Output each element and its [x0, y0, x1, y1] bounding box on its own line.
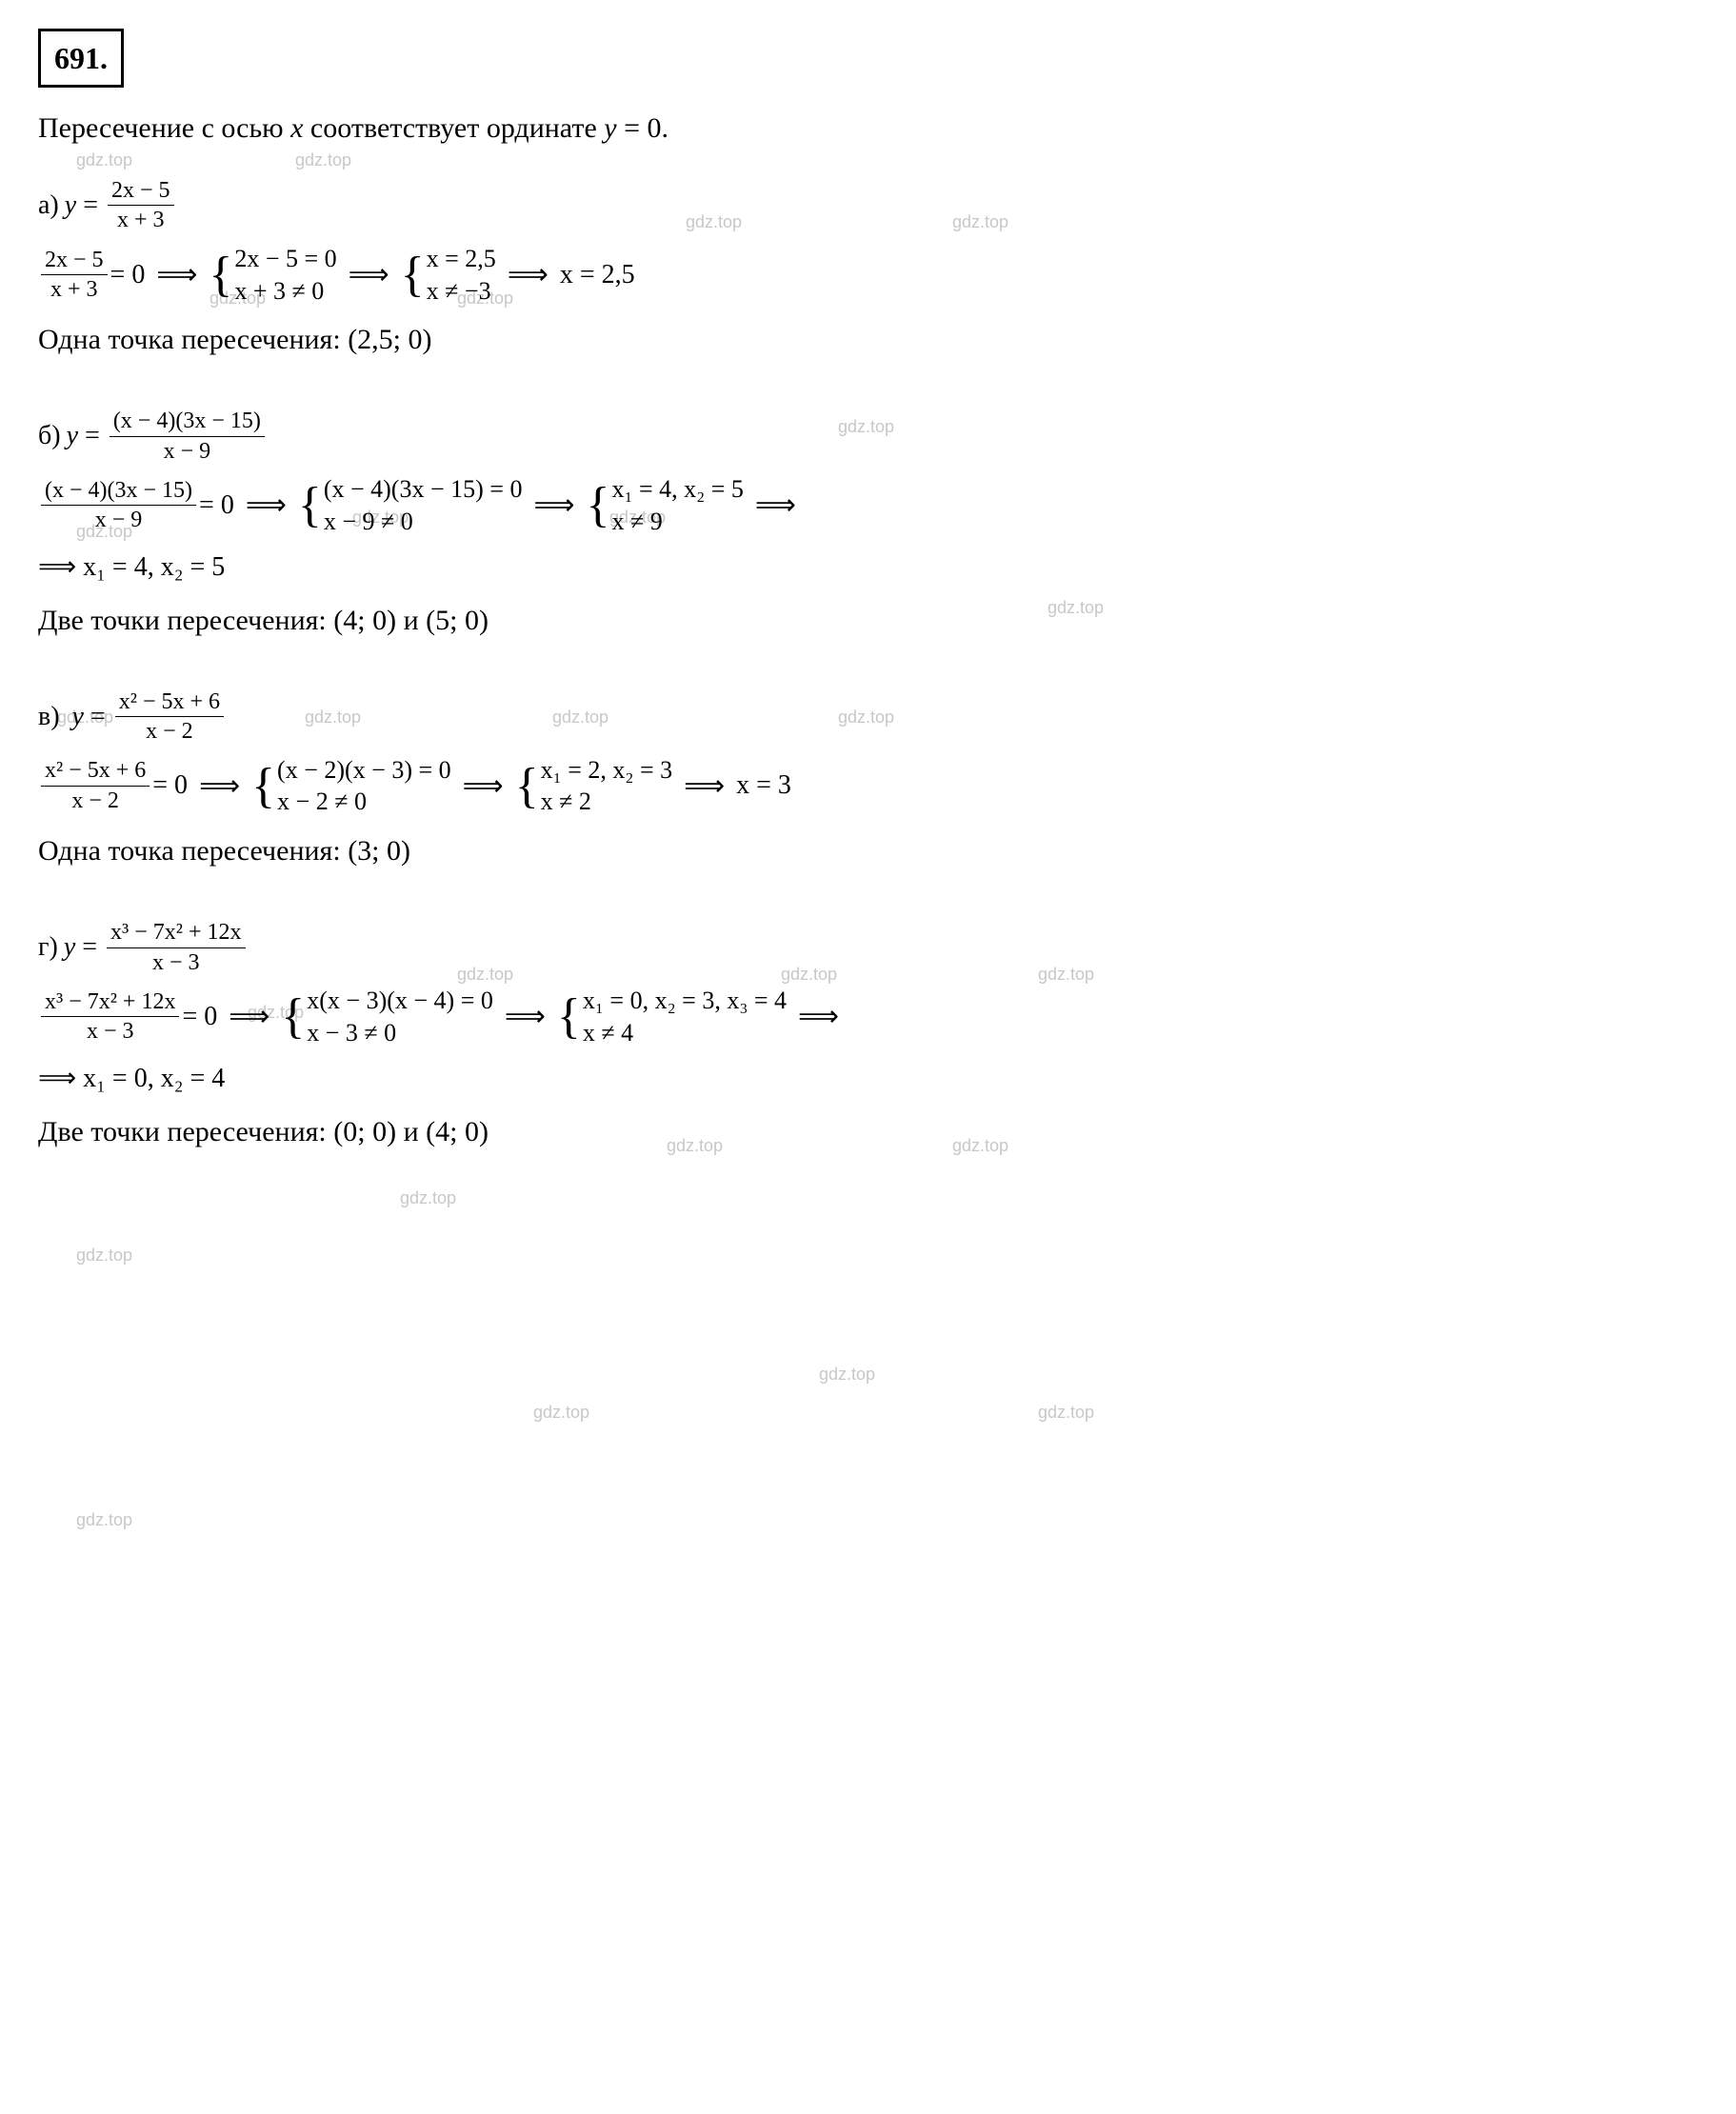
watermark-text: gdz.top — [819, 1362, 875, 1387]
frac-den: x + 3 — [41, 275, 108, 302]
part-b-func-frac: (x − 4)(3x − 15) x − 9 — [110, 409, 265, 464]
arrow-icon: ⟹ — [505, 995, 546, 1038]
frac-den: x − 9 — [41, 506, 196, 532]
brace-icon: { — [251, 767, 275, 807]
watermark-text: gdz.top — [1038, 1400, 1094, 1426]
part-c-answer: Одна точка пересечения: (3; 0) — [38, 829, 1698, 872]
part-b-label: б) — [38, 416, 61, 456]
eq-zero: = 0 — [152, 766, 188, 806]
part-d-result: ⟹ x₁ = 0, x₂ = 4 — [38, 1059, 1698, 1099]
watermark-text: gdz.top — [533, 1400, 589, 1426]
system-1: { (x − 4)(3x − 15) = 0 x − 9 ≠ 0 — [298, 473, 523, 538]
arrow-icon: ⟹ — [508, 253, 549, 296]
arrow-icon: ⟹ — [684, 765, 725, 808]
frac-num: (x − 4)(3x − 15) — [110, 409, 265, 436]
part-c-label: в) — [38, 697, 60, 737]
part-a-func-lhs: y — [65, 186, 76, 226]
arrow-icon: ⟹ — [156, 253, 197, 296]
frac-num: (x − 4)(3x − 15) — [41, 478, 196, 506]
part-c-result: x = 3 — [736, 766, 791, 806]
system-2: { x₁ = 2, x₂ = 3 x ≠ 2 — [515, 754, 672, 819]
part-a-eq-frac: 2x − 5 x + 3 — [41, 248, 108, 303]
part-d: г) y = x³ − 7x² + 12x x − 3 x³ − 7x² + 1… — [38, 920, 1698, 1152]
frac-num: 2x − 5 — [41, 248, 108, 275]
frac-den: x − 2 — [41, 787, 150, 813]
sys-line: (x − 4)(3x − 15) = 0 — [324, 473, 523, 506]
part-c-eq-frac: x² − 5x + 6 x − 2 — [41, 758, 150, 813]
brace-icon: { — [298, 486, 322, 526]
frac-num: x² − 5x + 6 — [41, 758, 150, 786]
part-d-eq-frac: x³ − 7x² + 12x x − 3 — [41, 989, 179, 1045]
sys-line: x₁ = 0, x₂ = 3, x₃ = 4 — [583, 985, 787, 1017]
system-2: { x₁ = 4, x₂ = 5 x ≠ 9 — [586, 473, 743, 538]
frac-den: x − 2 — [115, 717, 224, 744]
system-2: { x₁ = 0, x₂ = 3, x₃ = 4 x ≠ 4 — [557, 985, 787, 1049]
frac-den: x − 3 — [41, 1017, 179, 1044]
sys-line: x = 2,5 — [427, 243, 496, 275]
part-d-answer: Две точки пересечения: (0; 0) и (4; 0) — [38, 1110, 1698, 1153]
arrow-icon: ⟹ — [798, 995, 839, 1038]
brace-icon: { — [401, 255, 425, 295]
system-1: { x(x − 3)(x − 4) = 0 x − 3 ≠ 0 — [281, 985, 493, 1049]
sys-line: x − 9 ≠ 0 — [324, 506, 523, 538]
part-a-answer: Одна точка пересечения: (2,5; 0) — [38, 318, 1698, 361]
part-d-func-frac: x³ − 7x² + 12x x − 3 — [107, 920, 245, 975]
system-1: { 2x − 5 = 0 x + 3 ≠ 0 — [209, 243, 336, 308]
sys-line: x ≠ 4 — [583, 1017, 787, 1049]
brace-icon: { — [515, 767, 539, 807]
part-b-answer: Две точки пересечения: (4; 0) и (5; 0) — [38, 599, 1698, 642]
part-b: б) y = (x − 4)(3x − 15) x − 9 (x − 4)(3x… — [38, 409, 1698, 641]
part-b-eq-frac: (x − 4)(3x − 15) x − 9 — [41, 478, 196, 533]
frac-den: x + 3 — [108, 206, 174, 232]
sys-line: x ≠ 9 — [611, 506, 743, 538]
eq-zero: = 0 — [199, 486, 234, 526]
brace-icon: { — [281, 997, 305, 1037]
problem-number: 691. — [38, 29, 124, 88]
arrow-icon: ⟹ — [463, 765, 504, 808]
arrow-icon: ⟹ — [349, 253, 389, 296]
eq-zero: = 0 — [182, 997, 217, 1037]
watermark-text: gdz.top — [76, 1507, 132, 1533]
brace-icon: { — [557, 997, 581, 1037]
arrow-icon: ⟹ — [755, 484, 796, 527]
arrow-icon: ⟹ — [246, 484, 287, 527]
brace-icon: { — [209, 255, 232, 295]
sys-line: x₁ = 2, x₂ = 3 — [541, 754, 672, 787]
frac-den: x − 9 — [110, 437, 265, 464]
brace-icon: { — [586, 486, 609, 526]
sys-line: (x − 2)(x − 3) = 0 — [277, 754, 451, 787]
intro-text: Пересечение с осью x соответствует ордин… — [38, 107, 1698, 150]
arrow-icon: ⟹ — [199, 765, 240, 808]
sys-line: x ≠ 2 — [541, 786, 672, 818]
frac-den: x − 3 — [107, 948, 245, 975]
part-d-label: г) — [38, 927, 58, 967]
part-c-func-frac: x² − 5x + 6 x − 2 — [115, 689, 224, 745]
sys-line: x − 2 ≠ 0 — [277, 786, 451, 818]
frac-num: 2x − 5 — [108, 178, 174, 206]
frac-num: x³ − 7x² + 12x — [41, 989, 179, 1017]
eq-zero: = 0 — [110, 255, 146, 295]
part-a-func-frac: 2x − 5 x + 3 — [108, 178, 174, 233]
sys-line: x − 3 ≠ 0 — [307, 1017, 493, 1049]
sys-line: x₁ = 4, x₂ = 5 — [611, 473, 743, 506]
sys-line: x(x − 3)(x − 4) = 0 — [307, 985, 493, 1017]
system-1: { (x − 2)(x − 3) = 0 x − 2 ≠ 0 — [251, 754, 451, 819]
part-b-result: ⟹ x₁ = 4, x₂ = 5 — [38, 548, 1698, 588]
part-a-label: а) — [38, 186, 59, 226]
frac-num: x³ − 7x² + 12x — [107, 920, 245, 947]
system-2: { x = 2,5 x ≠ −3 — [401, 243, 496, 308]
frac-num: x² − 5x + 6 — [115, 689, 224, 717]
sys-line: x + 3 ≠ 0 — [234, 275, 336, 308]
part-a-result: x = 2,5 — [560, 255, 635, 295]
arrow-icon: ⟹ — [229, 995, 269, 1038]
watermark-text: gdz.top — [400, 1186, 456, 1211]
part-a: а) y = 2x − 5 x + 3 2x − 5 x + 3 = 0 ⟹ {… — [38, 178, 1698, 361]
sys-line: x ≠ −3 — [427, 275, 496, 308]
watermark-text: gdz.top — [76, 1243, 132, 1268]
arrow-icon: ⟹ — [533, 484, 574, 527]
sys-line: 2x − 5 = 0 — [234, 243, 336, 275]
part-c: в) y = x² − 5x + 6 x − 2 x² − 5x + 6 x −… — [38, 689, 1698, 872]
